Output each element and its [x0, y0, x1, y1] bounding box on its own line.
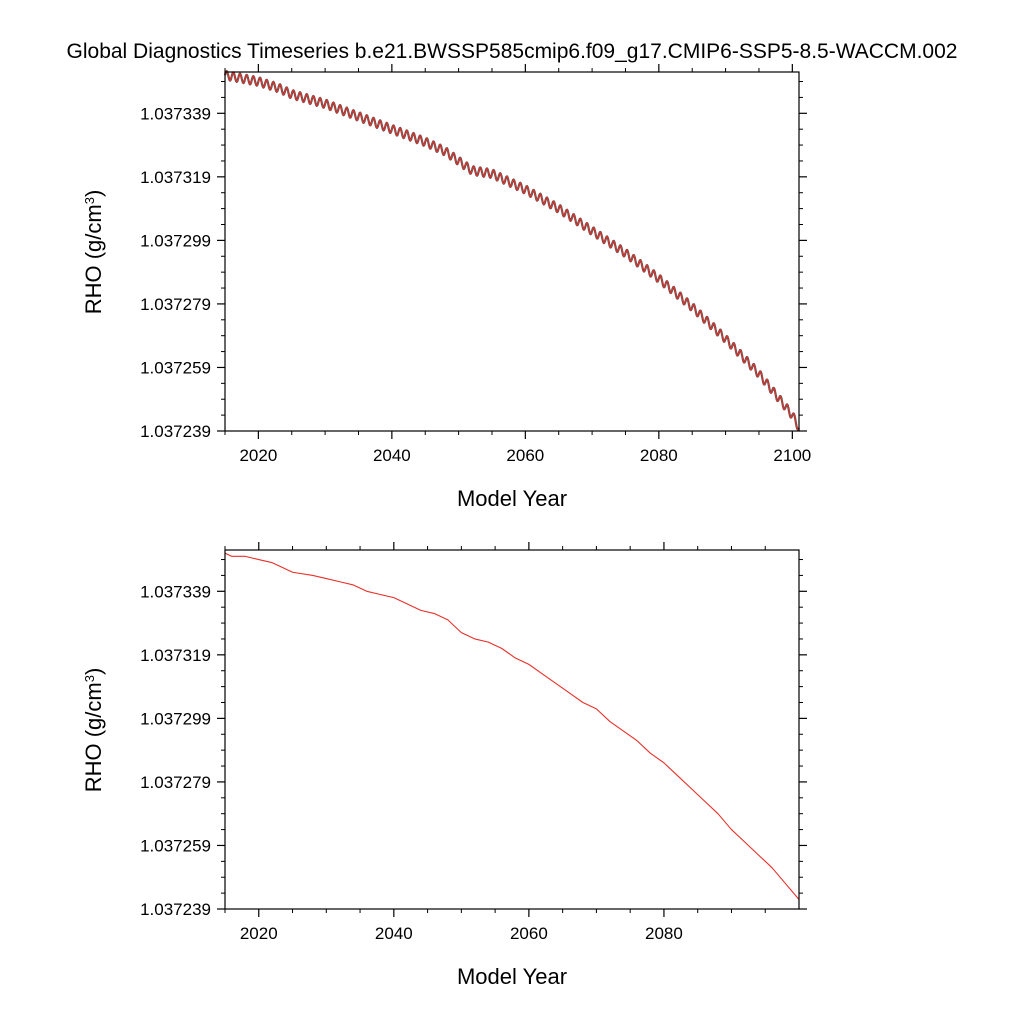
bottom-x-tick-label: 2060	[510, 924, 548, 943]
bottom-chart: 2020 2040 2060 2080 1.037339 1.037319 1.03729…	[81, 542, 807, 989]
top-y-tick-label: 1.037239	[140, 422, 211, 441]
top-x-tick-label: 2040	[373, 446, 411, 465]
bottom-series-line	[224, 552, 800, 900]
bottom-y-tick-labels: 1.037339 1.037319 1.037299 1.037279 1.037259…	[140, 582, 211, 919]
bottom-plot-frame	[224, 549, 800, 910]
top-y-tick-label: 1.037299	[140, 231, 211, 250]
top-y-axis-title: RHO (g/cm3)	[81, 190, 106, 315]
bottom-x-tick-label: 2080	[645, 924, 683, 943]
top-x-tick-label: 2100	[773, 446, 811, 465]
bottom-y-tick-label: 1.037239	[140, 900, 211, 919]
figure-title: Global Diagnostics Timeseries b.e21.BWSS…	[67, 40, 958, 63]
top-plot-frame	[224, 71, 800, 432]
top-y-tick-label: 1.037259	[140, 358, 211, 377]
top-x-tick-label: 2060	[506, 446, 544, 465]
bottom-y-tick-label: 1.037339	[140, 582, 211, 601]
bottom-x-tick-labels: 2020 2040 2060 2080	[240, 924, 683, 943]
top-y-tick-labels: 1.037339 1.037319 1.037299 1.037279 1.037259…	[140, 104, 211, 441]
bottom-chart-series	[224, 552, 800, 900]
bottom-y-axis-title: RHO (g/cm3)	[81, 668, 106, 793]
top-y-tick-label: 1.037279	[140, 295, 211, 314]
bottom-x-tick-label: 2020	[240, 924, 278, 943]
top-chart-series	[223, 69, 800, 431]
top-y-tick-label: 1.037319	[140, 168, 211, 187]
bottom-x-axis-title: Model Year	[457, 964, 567, 989]
bottom-tick-marks	[217, 542, 807, 917]
bottom-y-tick-label: 1.037259	[140, 836, 211, 855]
bottom-x-tick-label: 2040	[375, 924, 413, 943]
bottom-y-tick-label: 1.037319	[140, 646, 211, 665]
top-x-tick-label: 2080	[640, 446, 678, 465]
top-tick-marks	[217, 64, 807, 439]
bottom-y-tick-label: 1.037279	[140, 773, 211, 792]
bottom-y-tick-label: 1.037299	[140, 709, 211, 728]
top-x-tick-labels: 2020 2040 2060 2080 2100	[239, 446, 811, 465]
top-x-tick-label: 2020	[239, 446, 277, 465]
top-series-outline	[223, 69, 800, 431]
top-chart: 2020 2040 2060 2080 2100 1.0373391.0373191.0…	[81, 64, 811, 511]
top-y-tick-label: 1.037339	[140, 104, 211, 123]
top-x-axis-title: Model Year	[457, 486, 567, 511]
top-series-line	[224, 70, 800, 431]
